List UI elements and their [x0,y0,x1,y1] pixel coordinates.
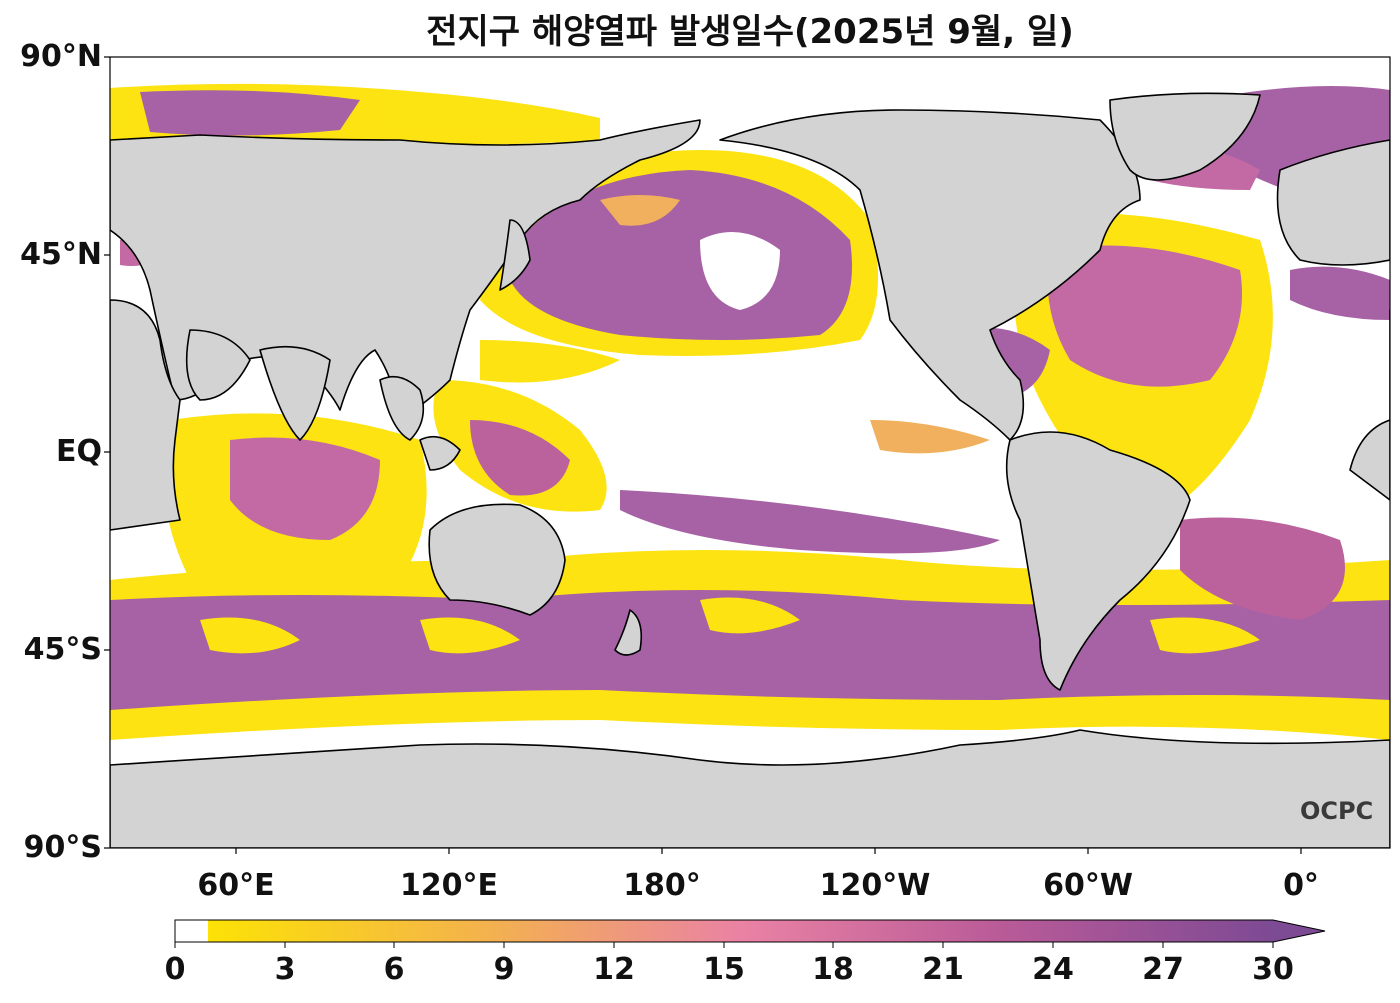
lat-label-45n: 45°N [20,237,102,272]
colorbar-tick-label: 27 [1142,952,1184,987]
map-title: 전지구 해양열파 발생일수(2025년 9월, 일) [426,12,1074,52]
colorbar-gradient [208,920,1273,942]
lat-label-45s: 45°S [23,632,102,667]
greenland [1109,92,1261,181]
colorbar-tick-label: 18 [812,952,854,987]
colorbar-tick-label: 15 [703,952,745,987]
ocpc-logo: OCPC [1300,797,1374,825]
lon-label-120w: 120°W [819,868,931,903]
lat-label-90n: 90°N [20,39,102,74]
colorbar-tick-label: 6 [383,952,405,987]
africa-east [1349,309,1390,501]
colorbar [174,919,1326,948]
lat-label-90s: 90°S [23,830,102,865]
europe-west [1276,139,1390,266]
lon-label-60w: 60°W [1043,868,1133,903]
colorbar-tick-label: 30 [1252,952,1294,987]
colorbar-tick-label: 21 [922,952,964,987]
colorbar-tick-label: 12 [593,952,635,987]
colorbar-ticks [174,942,1274,948]
colorbar-extend-arrow [1273,920,1325,942]
north-america [719,109,1141,441]
antarctica [110,729,1390,848]
australia [428,503,566,616]
south-america [1005,431,1191,691]
southeast-asia [379,375,425,441]
lon-label-180: 180° [623,868,701,903]
land-masses [110,92,1390,848]
colorbar-tick-label: 3 [274,952,296,987]
lon-label-60e: 60°E [197,868,275,903]
india [259,345,331,441]
new-zealand [614,609,643,656]
axis-ticks [104,56,1302,854]
colorbar-zero-bin [175,920,208,942]
colorbar-tick-label: 9 [493,952,515,987]
heatwave-field [110,83,1390,740]
lon-label-120e: 120°E [399,868,499,903]
africa [110,299,181,531]
map-area [110,57,1390,848]
colorbar-tick-label: 0 [164,952,186,987]
borneo [419,435,461,471]
lon-label-0: 0° [1283,868,1319,903]
arabia [185,329,251,401]
japan [499,219,531,291]
lat-label-eq: EQ [56,434,102,469]
colorbar-outline [174,919,1326,943]
colorbar-tick-label: 24 [1032,952,1074,987]
